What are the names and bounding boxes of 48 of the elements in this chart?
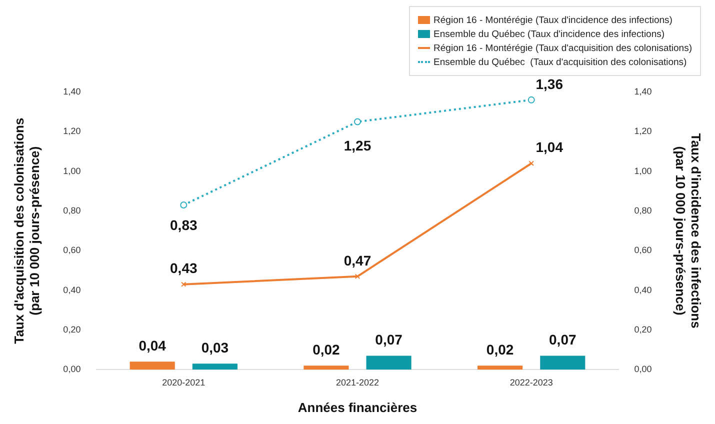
y-tick-label: 1,00 — [63, 166, 81, 176]
y-tick-label: 0,80 — [63, 205, 81, 216]
data-label: 0,47 — [344, 252, 372, 268]
y2-axis-title: Taux d'incidence des infections (par 10 000 jours-présence) — [673, 133, 704, 328]
x-tick-label: 2020-2021 — [162, 377, 206, 388]
y-axis-title: Taux d'acquisition des colonisations (par 10 000 jours-présence) — [11, 118, 42, 344]
y2-tick-label: 1,40 — [634, 86, 652, 96]
y-tick-label: 1,40 — [63, 86, 81, 96]
legend-label: Région 16 - Montérégie (Taux d'acquisition des colonisations) — [434, 42, 692, 54]
data-label: 0,07 — [375, 332, 403, 348]
y2-tick-label: 0,60 — [634, 245, 652, 256]
y2-tick-label: 0,80 — [634, 205, 652, 216]
data-label: 1,04 — [536, 139, 564, 156]
data-label: 0,03 — [201, 340, 229, 356]
bar — [304, 366, 349, 370]
data-label: 0,02 — [486, 341, 514, 358]
legend-label: Région 16 - Montérégie (Taux d'incidence des infections) — [434, 14, 672, 26]
point — [354, 274, 360, 280]
legend-label: Ensemble du Québec (Taux d'incidence des infections) — [434, 28, 665, 40]
y2-tick-label: 1,20 — [634, 126, 652, 136]
bar — [478, 366, 523, 370]
y2-tick-label: 1,00 — [634, 166, 652, 176]
y-tick-label: 1,20 — [63, 126, 81, 136]
x-axis-title: Années financières — [298, 400, 418, 415]
data-label: 1,25 — [344, 138, 372, 154]
data-label: 0,02 — [312, 341, 340, 358]
x-tick-label: 2022-2023 — [510, 377, 553, 388]
data-label: 0,07 — [549, 332, 576, 348]
y2-tick-label: 0,40 — [634, 284, 652, 295]
legend-label: Ensemble du Québec (Taux d'acquisition des colonisations) — [434, 56, 687, 68]
data-label: 0,43 — [170, 260, 198, 276]
y-tick-label: 0,00 — [63, 364, 81, 374]
point — [354, 118, 361, 126]
x-tick-label: 2021-2022 — [336, 377, 380, 388]
bar — [130, 362, 175, 370]
bar — [366, 356, 412, 370]
data-label: 0,04 — [138, 338, 166, 354]
y-tick-label: 0,20 — [63, 324, 81, 334]
y-tick-label: 0,60 — [63, 245, 81, 256]
y2-tick-label: 0,00 — [634, 364, 652, 374]
point — [180, 202, 188, 209]
bar — [192, 364, 238, 370]
y-tick-label: 0,40 — [63, 284, 81, 295]
point — [528, 96, 535, 104]
data-label: 0,83 — [170, 216, 198, 233]
data-label: 1,36 — [536, 76, 564, 92]
bar — [540, 356, 586, 370]
y2-tick-label: 0,20 — [634, 324, 652, 334]
